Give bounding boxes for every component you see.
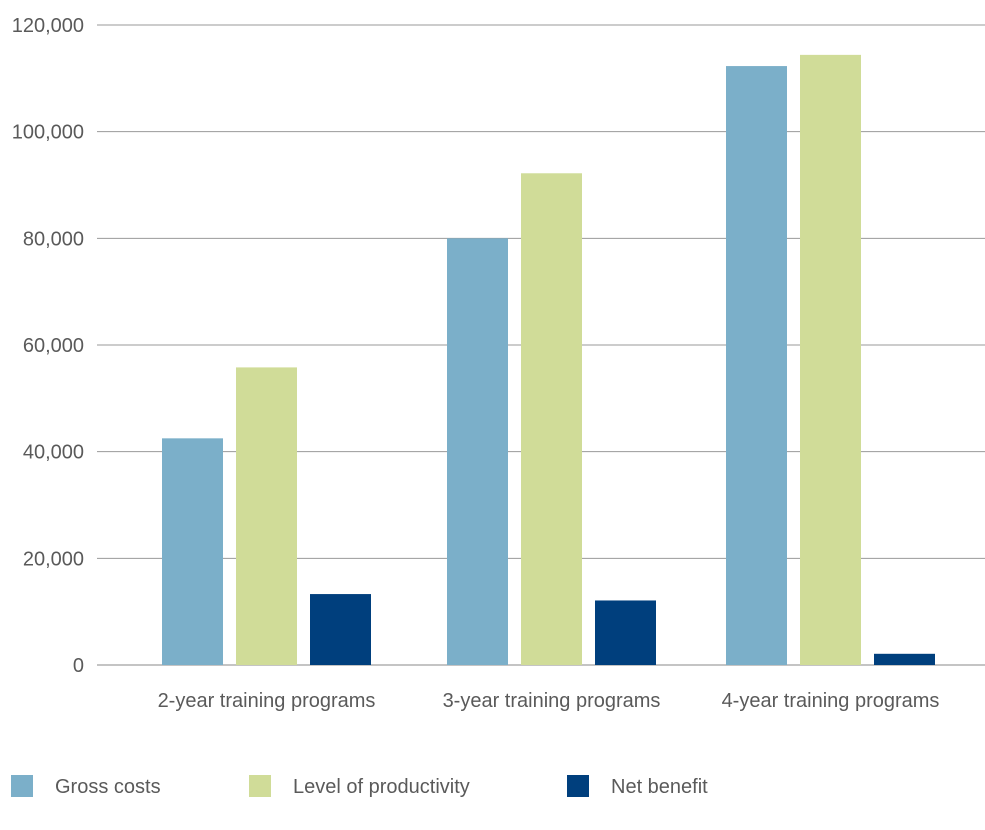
bar-level-of-productivity-1 — [236, 367, 297, 665]
x-category-label: 3-year training programs — [443, 690, 661, 712]
bars — [162, 54, 935, 666]
x-category-label: 4-year training programs — [722, 690, 940, 712]
y-tick-label: 60,000 — [23, 335, 84, 357]
bar-gross-costs-3 — [726, 66, 787, 666]
y-tick-label: 80,000 — [23, 228, 84, 250]
legend-swatch — [11, 775, 33, 797]
bar-gross-costs-2 — [447, 238, 508, 666]
legend-label: Net benefit — [611, 776, 708, 798]
y-tick-label: 40,000 — [23, 442, 84, 464]
legend-swatch — [249, 775, 271, 797]
y-tick-label: 0 — [73, 655, 84, 677]
bar-gross-costs-1 — [162, 438, 223, 665]
x-category-label: 2-year training programs — [158, 690, 376, 712]
bar-net-benefit-1 — [310, 594, 371, 665]
legend-label: Level of productivity — [293, 776, 470, 798]
y-tick-label: 100,000 — [12, 122, 84, 144]
bar-net-benefit-3 — [874, 653, 935, 665]
legend-swatch — [567, 775, 589, 797]
bar-level-of-productivity-2 — [521, 173, 582, 665]
legend-label: Gross costs — [55, 776, 161, 798]
y-axis-tick-labels: 0 20,000 40,000 60,000 80,000 100,000 120,000 — [12, 15, 84, 677]
y-tick-label: 20,000 — [23, 548, 84, 570]
x-axis-category-labels: 2-year training programs 3-year training … — [158, 690, 940, 712]
y-tick-label: 120,000 — [12, 15, 84, 37]
bar-net-benefit-2 — [595, 600, 656, 665]
bar-level-of-productivity-3 — [800, 54, 861, 666]
legend: Gross costs Level of productivity Net bene… — [11, 775, 708, 798]
